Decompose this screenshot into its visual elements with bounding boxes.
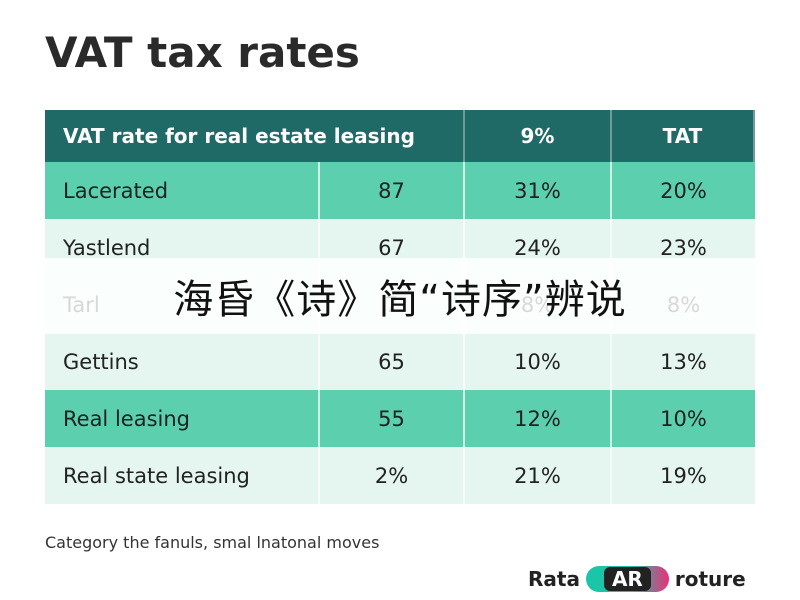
badge-text: AR — [603, 567, 651, 591]
table-cell: 13% — [660, 349, 707, 374]
table-cell: Lacerated — [45, 162, 320, 219]
header-row: VAT rate for real estate leasing 9% TAT — [45, 110, 755, 162]
title: VAT tax rates — [45, 28, 360, 77]
table-cell: 65 — [320, 333, 465, 390]
brand: Rata AR roture — [528, 566, 746, 592]
table-row: Gettins 65 10% 13% — [45, 333, 755, 390]
brand-right: roture — [674, 567, 746, 591]
table-cell: 10% — [660, 406, 707, 431]
table-cell: 31% — [465, 162, 612, 219]
header-cell: TAT — [612, 110, 755, 162]
table-cell: 55 — [320, 390, 465, 447]
table-cell: 87 — [320, 162, 465, 219]
header-cell: VAT rate for real estate leasing — [45, 110, 465, 162]
table-cell: Real leasing — [45, 390, 320, 447]
table-cell: 67 — [320, 219, 465, 276]
table-cell: 10% — [465, 333, 612, 390]
table-row: Real state leasing 2% 21% 19% — [45, 447, 755, 504]
table-cell: Gettins — [45, 333, 320, 390]
table-cell: Yastlend — [45, 219, 320, 276]
table-row: Real leasing 55 12% 10% — [45, 390, 755, 447]
table-cell: Real state leasing — [45, 447, 320, 504]
table-cell: 23% — [660, 235, 707, 260]
table-cell: 20% — [660, 178, 707, 203]
brand-badge: AR — [585, 566, 669, 592]
footnote: Category the fanuls, smal lnatonal moves — [45, 533, 380, 552]
header-cell: 9% — [465, 110, 612, 162]
table-cell: 12% — [465, 390, 612, 447]
table-cell: 2% — [320, 447, 465, 504]
table-cell: 19% — [660, 463, 707, 488]
table-cell: 21% — [465, 447, 612, 504]
table-cell: 24% — [465, 219, 612, 276]
table-row: Lacerated 87 31% 20% — [45, 162, 755, 219]
banner: 海昏《诗》简“诗序”辨说 — [0, 258, 800, 334]
brand-left: Rata — [528, 567, 580, 591]
